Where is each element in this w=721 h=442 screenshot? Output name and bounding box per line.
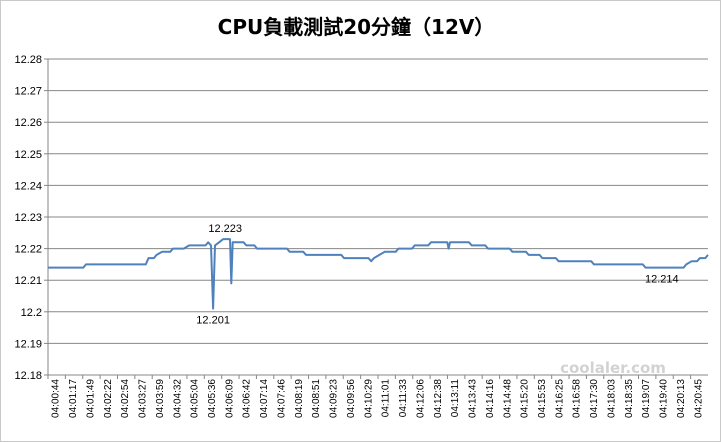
watermark-text: coolaler.com bbox=[560, 359, 666, 377]
y-tick-label: 12.21 bbox=[14, 275, 42, 287]
x-tick-label: 04:17:30 bbox=[589, 379, 600, 418]
x-tick-label: 04:08:51 bbox=[311, 379, 322, 418]
y-axis-ticks: 12.18 12.19 12.2 12.21 12.22 12.23 12.24 12.25 1… bbox=[14, 54, 42, 382]
x-tick-label: 04:10:29 bbox=[363, 379, 374, 418]
x-tick-label: 04:14:48 bbox=[502, 379, 513, 418]
x-tick-label: 04:15:20 bbox=[520, 379, 531, 418]
y-tick-label: 12.2 bbox=[21, 307, 42, 319]
x-tick-label: 04:12:38 bbox=[433, 379, 444, 418]
x-tick-label: 04:18:35 bbox=[624, 379, 635, 418]
x-tick-label: 04:01:49 bbox=[85, 379, 96, 418]
data-labels: 12.223 12.201 12.214 bbox=[196, 223, 678, 327]
x-tick-label: 04:01:17 bbox=[68, 379, 79, 418]
x-tick-label: 04:20:13 bbox=[676, 379, 687, 418]
x-tick-label: 04:14:16 bbox=[485, 379, 496, 418]
x-tick-label: 04:05:04 bbox=[190, 379, 201, 418]
data-label: 12.214 bbox=[645, 274, 679, 286]
x-tick-label: 04:05:36 bbox=[207, 379, 218, 418]
data-label: 12.201 bbox=[196, 315, 230, 327]
x-tick-label: 04:20:45 bbox=[693, 379, 704, 418]
x-tick-label: 04:06:09 bbox=[224, 379, 235, 418]
x-tick-label: 04:11:33 bbox=[398, 379, 409, 418]
x-tick-label: 04:16:25 bbox=[554, 379, 565, 418]
x-tick-label: 04:02:54 bbox=[120, 379, 131, 418]
y-tick-label: 12.18 bbox=[14, 370, 42, 382]
x-tick-label: 04:19:07 bbox=[641, 379, 652, 418]
y-tick-label: 12.22 bbox=[14, 244, 42, 256]
axes bbox=[44, 58, 708, 379]
y-tick-label: 12.28 bbox=[14, 54, 42, 66]
x-tick-label: 04:07:14 bbox=[259, 379, 270, 418]
x-tick-label: 04:13:43 bbox=[468, 379, 479, 418]
x-tick-label: 04:03:27 bbox=[138, 379, 149, 418]
x-tick-label: 04:15:53 bbox=[537, 379, 548, 418]
gridlines bbox=[48, 58, 708, 376]
y-tick-label: 12.27 bbox=[14, 86, 42, 98]
x-tick-label: 04:09:23 bbox=[329, 379, 340, 418]
x-tick-label: 04:13:11 bbox=[450, 379, 461, 418]
y-tick-label: 12.24 bbox=[14, 180, 42, 192]
x-tick-label: 04:11:01 bbox=[381, 379, 392, 418]
y-tick-label: 12.19 bbox=[14, 338, 42, 350]
x-tick-label: 04:06:42 bbox=[242, 379, 253, 418]
x-tick-label: 04:04:32 bbox=[172, 379, 183, 418]
x-tick-label: 04:08:19 bbox=[294, 379, 305, 418]
x-tick-label: 04:00:44 bbox=[51, 379, 62, 418]
x-tick-label: 04:09:56 bbox=[346, 379, 357, 418]
x-tick-label: 04:02:22 bbox=[103, 379, 114, 418]
x-tick-label: 04:07:46 bbox=[276, 379, 287, 418]
x-tick-label: 04:18:03 bbox=[606, 379, 617, 418]
series-layer bbox=[48, 238, 709, 310]
x-tick-label: 04:19:40 bbox=[659, 379, 670, 418]
y-tick-label: 12.25 bbox=[14, 149, 42, 161]
data-label: 12.223 bbox=[208, 223, 242, 235]
chart-title: CPU負載測試20分鐘（12V） bbox=[218, 15, 495, 39]
series-line bbox=[48, 238, 709, 310]
x-tick-label: 04:12:06 bbox=[415, 379, 426, 418]
x-tick-label: 04:16:58 bbox=[572, 379, 583, 418]
y-tick-label: 12.26 bbox=[14, 117, 42, 129]
y-tick-label: 12.23 bbox=[14, 212, 42, 224]
x-tick-label: 04:03:59 bbox=[155, 379, 166, 418]
x-axis-ticks: 04:00:44 04:01:17 04:01:49 04:02:22 04:02:54… bbox=[51, 379, 705, 418]
